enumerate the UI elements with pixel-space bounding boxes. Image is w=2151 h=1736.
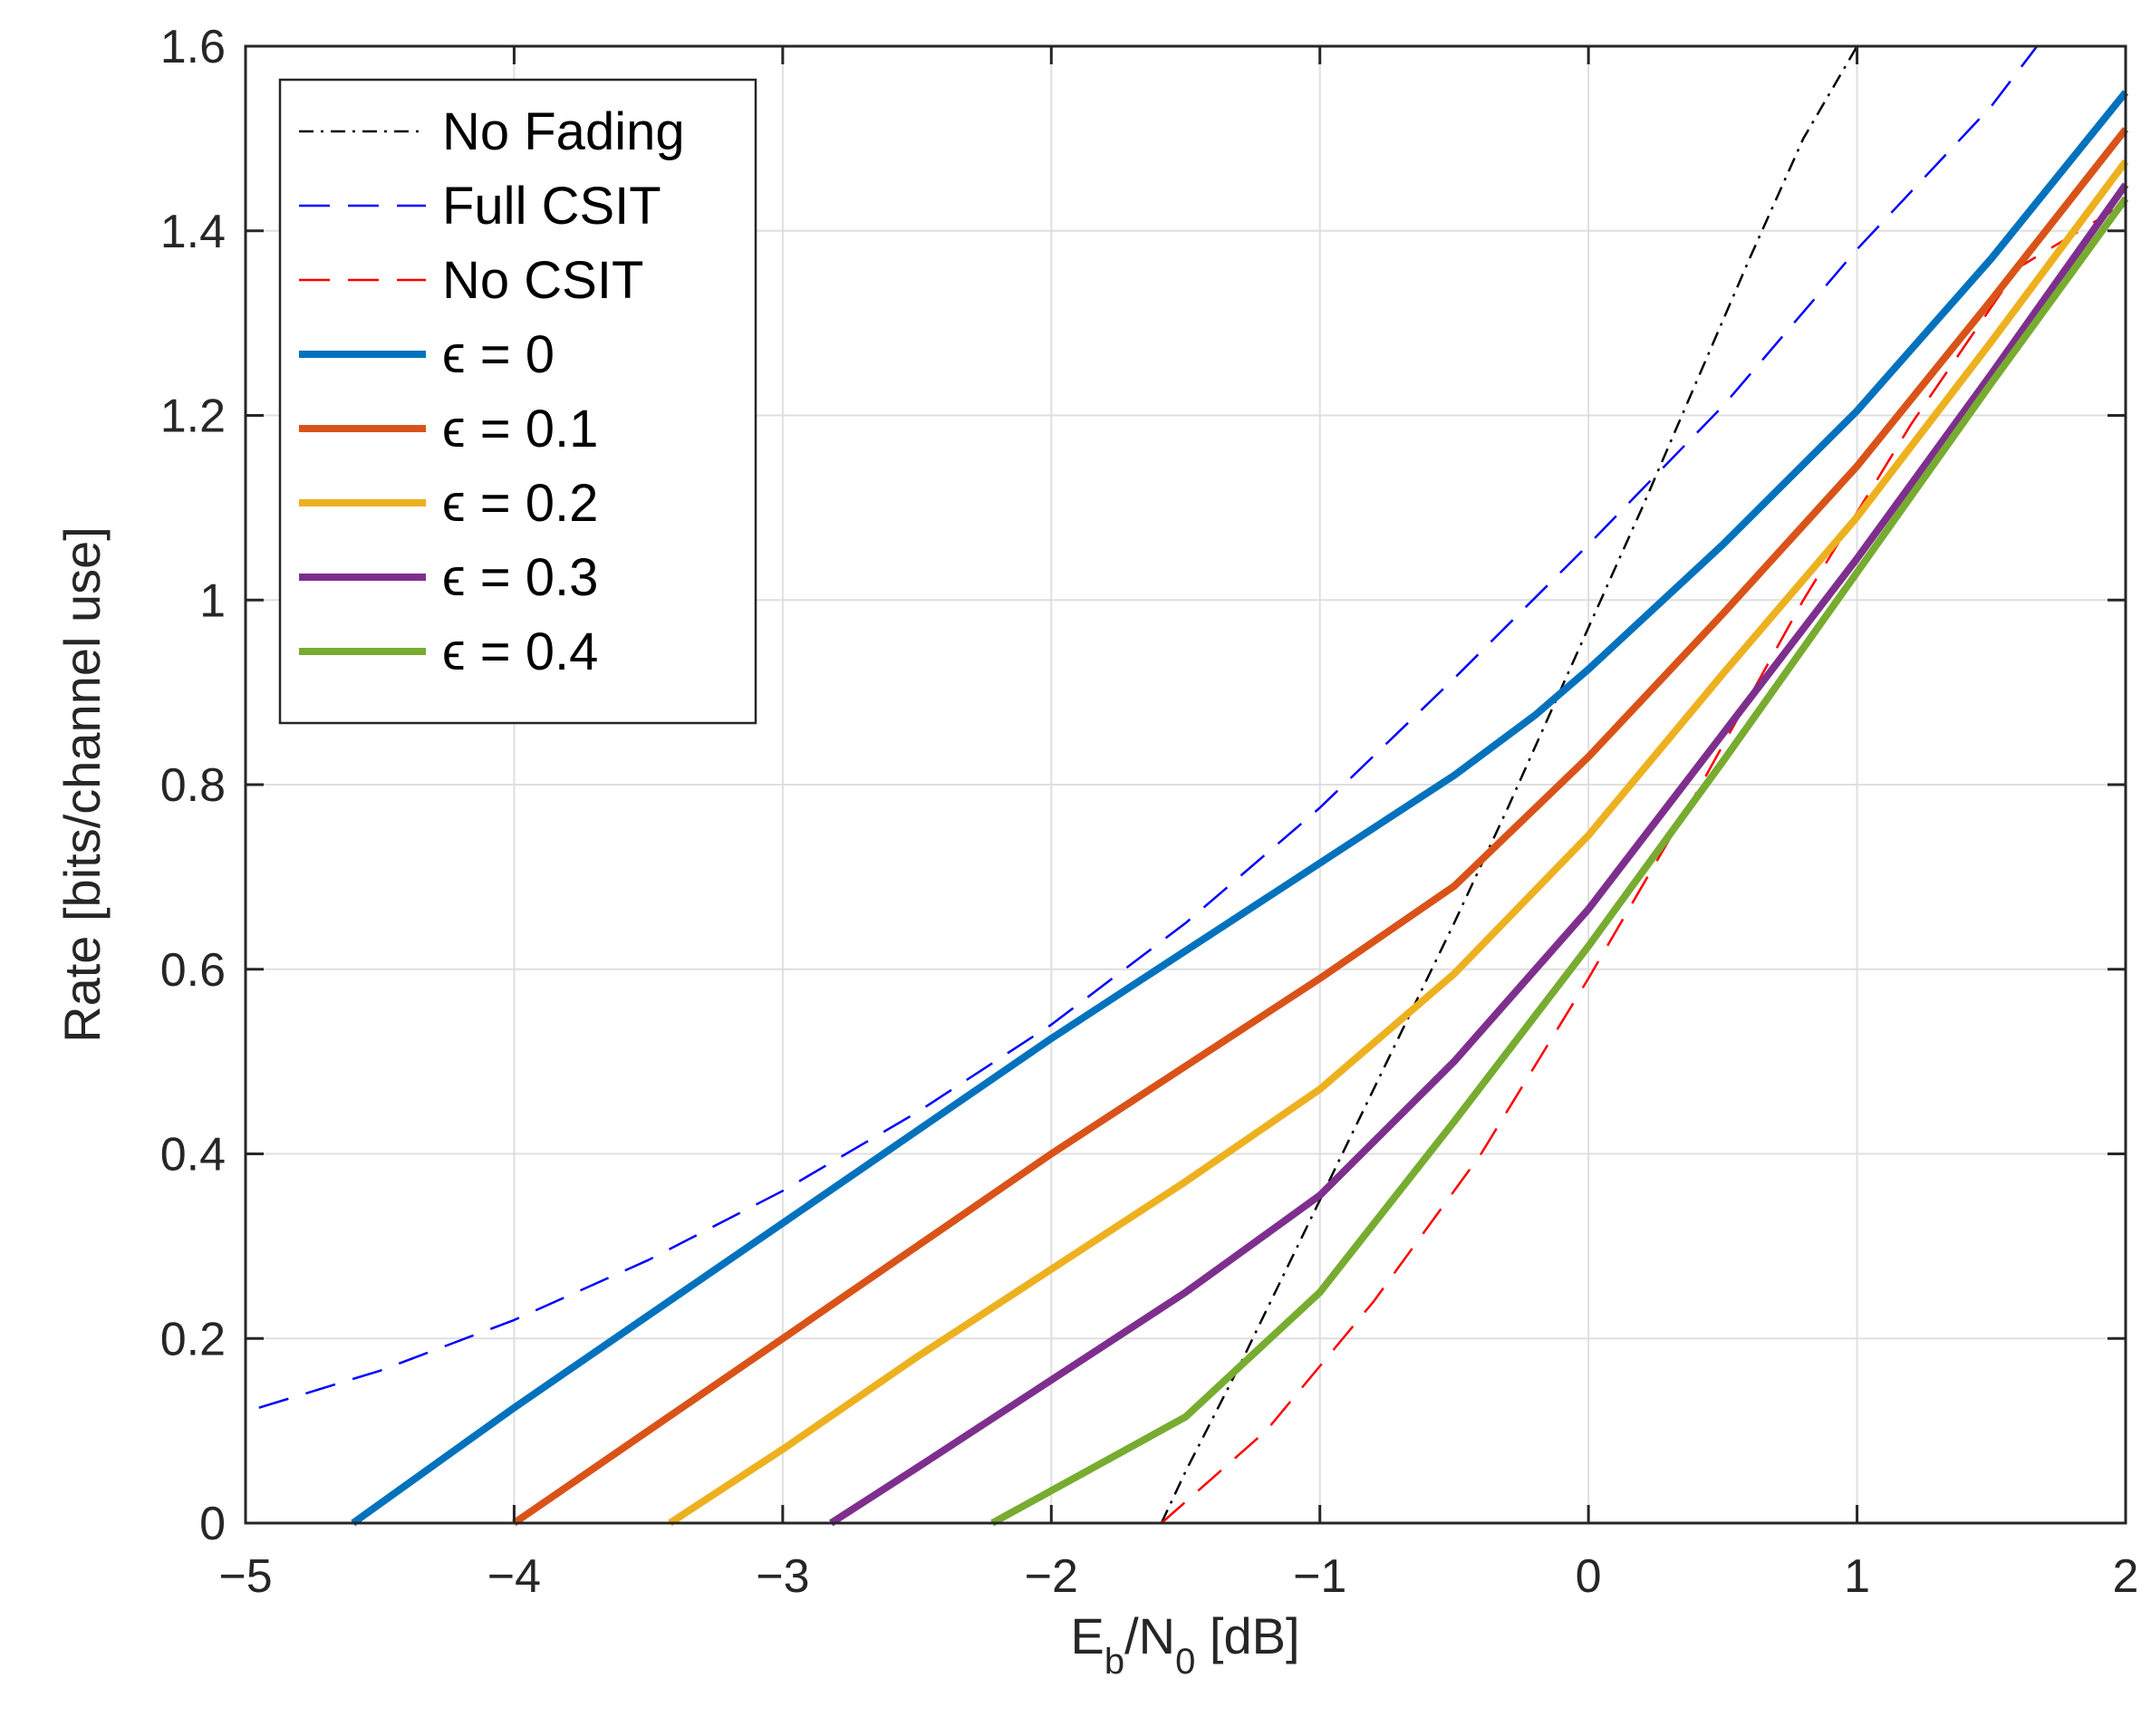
- x-tick-label: −1: [1293, 1550, 1346, 1603]
- y-axis: 0 0.2 0.4 0.6 0.8 1 1.2 1.4 1.6: [160, 21, 2126, 1550]
- x-tick-label: 0: [1576, 1550, 1602, 1603]
- y-tick-label: 0.6: [160, 944, 226, 997]
- series-line-7: [990, 196, 2129, 1527]
- legend-label-4: ϵ = 0.1: [442, 400, 598, 458]
- series-line-1: [258, 45, 2039, 1409]
- x-tick-label: 2: [2113, 1550, 2139, 1603]
- series-line-2: [1160, 202, 2127, 1524]
- y-tick-label: 0: [199, 1498, 226, 1550]
- x-tick-label: 1: [1844, 1550, 1870, 1603]
- legend-label-7: ϵ = 0.4: [442, 622, 598, 681]
- series-line-6: [829, 182, 2129, 1527]
- y-tick-label: 0.8: [160, 759, 226, 812]
- y-tick-label: 0.2: [160, 1313, 226, 1365]
- x-tick-label: −2: [1025, 1550, 1078, 1603]
- legend-label-2: No CSIT: [442, 251, 643, 310]
- x-tick-label: −3: [756, 1550, 809, 1603]
- series-layer: [258, 44, 2129, 1527]
- x-axis: −5 −4 −3 −2 −1 0 1 2: [218, 46, 2138, 1603]
- legend: No Fading Full CSIT No CSIT ϵ = 0 ϵ = 0.1 ϵ =…: [278, 78, 757, 725]
- y-axis-title: Rate [bits/channel use]: [53, 526, 111, 1043]
- legend-label-1: Full CSIT: [442, 177, 661, 236]
- series-line-3: [351, 90, 2129, 1527]
- x-axis-title: Eb/N0 [dB]: [1070, 1607, 1299, 1682]
- x-tick-label: −5: [218, 1550, 272, 1603]
- series-line-5: [668, 159, 2129, 1527]
- y-tick-label: 1.6: [160, 21, 226, 73]
- grid-lines: [246, 46, 2126, 1523]
- y-tick-label: 0.4: [160, 1129, 226, 1181]
- series-line-0: [1160, 44, 1863, 1524]
- legend-box: [278, 78, 757, 725]
- y-tick-label: 1.4: [160, 206, 226, 258]
- legend-label-0: No Fading: [442, 102, 685, 161]
- x-tick-label: −4: [487, 1550, 541, 1603]
- y-tick-label: 1: [199, 574, 226, 627]
- y-tick-label: 1.2: [160, 391, 226, 443]
- legend-label-5: ϵ = 0.2: [442, 474, 598, 533]
- legend-label-6: ϵ = 0.3: [442, 548, 598, 607]
- series-line-4: [512, 127, 2129, 1527]
- legend-label-3: ϵ = 0: [442, 325, 555, 384]
